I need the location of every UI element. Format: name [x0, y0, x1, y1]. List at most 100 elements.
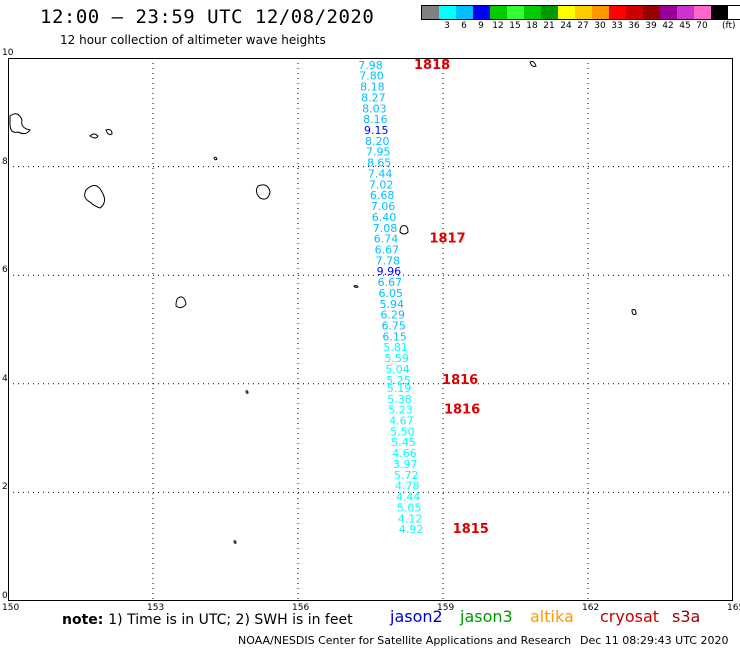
legend-swatch	[473, 6, 490, 19]
time-mark: 1818	[414, 58, 450, 73]
legend-label: 21	[543, 21, 555, 31]
island-outline	[255, 184, 271, 200]
lon-tick-label: 165	[727, 603, 740, 613]
legend-swatch	[439, 6, 456, 19]
swh-reading: 5.38	[387, 393, 412, 406]
swh-reading: 4.67	[389, 415, 414, 428]
swh-reading: 5.04	[385, 363, 410, 376]
swh-reading: 7.78	[376, 254, 401, 267]
swh-reading: 5.23	[388, 404, 413, 417]
swh-reading: 3.97	[393, 458, 418, 471]
swh-reading: 5.94	[380, 298, 405, 311]
legend-swatch	[609, 6, 626, 19]
island-outline	[175, 296, 187, 309]
legend-label: 27	[577, 21, 589, 31]
lon-tick-label: 156	[292, 603, 310, 613]
swh-reading: 9.15	[364, 124, 389, 137]
legend-label: 12	[492, 21, 504, 31]
swh-reading: 8.27	[361, 91, 386, 104]
satellite-s3a: s3a	[672, 607, 701, 626]
swh-reading: 5.25	[386, 374, 411, 387]
lat-tick-label: 10	[2, 48, 14, 58]
swh-reading: 4.92	[399, 523, 424, 536]
satellite-cryosat: cryosat	[600, 607, 660, 626]
swh-reading: 9.96	[377, 265, 402, 278]
footnote-text: 1) Time is in UTC; 2) SWH is in feet	[108, 612, 353, 628]
swh-reading: 7.80	[359, 70, 384, 83]
legend-label: 15	[509, 21, 521, 31]
swh-reading: 6.15	[382, 330, 407, 343]
island-outline	[233, 540, 237, 544]
swh-reading: 6.75	[381, 320, 406, 333]
swh-reading: 6.74	[374, 233, 399, 246]
swh-reading: 7.98	[358, 59, 383, 72]
swh-reading: 8.16	[363, 113, 388, 126]
legend-swatch	[592, 6, 609, 19]
swh-reading: 5.45	[391, 436, 416, 449]
lat-tick-label: 8	[2, 156, 8, 167]
legend-swatch	[677, 6, 694, 19]
legend-swatch	[490, 6, 507, 19]
swh-reading: 4.66	[392, 447, 417, 460]
legend-swatch	[694, 6, 711, 19]
swh-reading: 6.67	[378, 276, 403, 289]
legend-label: 30	[594, 21, 606, 31]
legend-label: 9	[478, 21, 484, 31]
swh-reading: 5.72	[394, 469, 419, 482]
swh-reading: 4.44	[396, 491, 421, 504]
legend-swatch	[660, 6, 677, 19]
swh-reading: 8.03	[362, 102, 387, 115]
swh-reading: 6.68	[370, 189, 395, 202]
swh-reading: 6.29	[380, 309, 405, 322]
time-mark: 1817	[429, 232, 465, 247]
legend-swatch	[711, 6, 728, 19]
swh-reading: 7.44	[368, 167, 393, 180]
lat-tick-label: 4	[2, 373, 8, 384]
legend-swatch	[422, 6, 439, 19]
lon-tick-label: 153	[147, 603, 165, 613]
island-outline	[84, 185, 106, 209]
legend-swatch	[507, 6, 524, 19]
legend-label: 18	[526, 21, 538, 31]
swh-reading: 7.95	[366, 146, 391, 159]
legend-label: 45	[679, 21, 691, 31]
swh-reading: 5.50	[390, 425, 415, 438]
swh-reading: 4.12	[398, 512, 423, 525]
swh-reading: 6.05	[379, 287, 404, 300]
legend-swatches	[421, 5, 740, 20]
lat-tick-label: 0	[2, 591, 8, 601]
swh-reading: 8.18	[360, 81, 385, 94]
time-mark: 1816	[442, 373, 478, 388]
time-mark: 1816	[444, 403, 480, 418]
island-outline	[529, 61, 537, 67]
legend-label: 24	[560, 21, 572, 31]
swh-reading: 5.81	[383, 341, 408, 354]
time-mark: 1815	[453, 522, 489, 537]
island-outline	[213, 156, 218, 161]
legend-label: 39	[645, 21, 657, 31]
lat-tick-label: 6	[2, 265, 8, 276]
swh-reading: 5.19	[387, 382, 412, 395]
swh-reading: 6.40	[372, 211, 397, 224]
swh-reading: 5.59	[384, 352, 409, 365]
swh-reading: 4.78	[395, 480, 420, 493]
legend-label: 36	[628, 21, 640, 31]
swh-reading: 7.02	[369, 178, 394, 191]
satellite-jason2: jason2	[390, 607, 443, 626]
island-outline	[631, 309, 637, 315]
footnote-lead: note:	[62, 612, 104, 628]
satellite-jason3: jason3	[460, 607, 513, 626]
legend-label: 70	[696, 21, 708, 31]
map-canvas: 7.987.808.188.278.038.169.158.207.958.65…	[8, 58, 733, 601]
legend-label: 6	[461, 21, 467, 31]
lon-tick-label: 159	[437, 603, 455, 613]
island-outline	[353, 285, 359, 288]
map-border	[8, 58, 733, 601]
legend-unit: (ft)	[722, 21, 736, 31]
map-title: 12:00 – 23:59 UTC 12/08/2020	[40, 6, 375, 28]
island-outline	[9, 113, 31, 135]
swh-reading: 8.20	[365, 135, 390, 148]
footnote: note: 1) Time is in UTC; 2) SWH is in fe…	[62, 612, 353, 628]
lat-tick-label: 2	[2, 482, 8, 493]
legend-swatch	[558, 6, 575, 19]
